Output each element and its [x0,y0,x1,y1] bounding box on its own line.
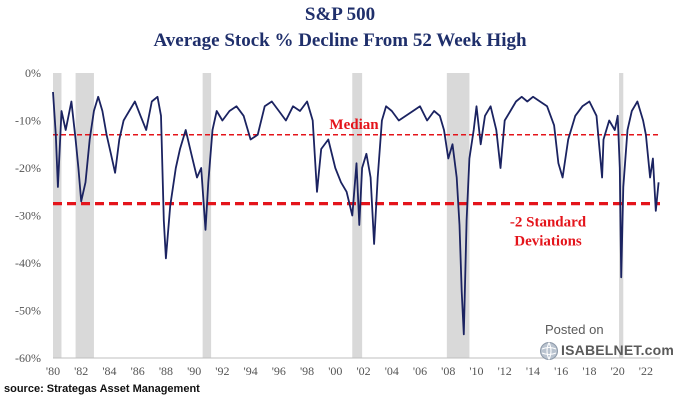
chart-subtitle: Average Stock % Decline From 52 Week Hig… [153,30,527,51]
globe-icon [540,342,558,360]
watermark-posted-text: Posted on [545,322,604,337]
x-tick-label: '20 [611,364,625,378]
x-tick-labels: '80 '82 '84 '86 '88 '90 '92 '94 '96 '98 '00 '02 '04 '… [46,364,653,378]
x-tick-label: '02 [356,364,370,378]
recession-band-1 [75,73,94,358]
annotations: Median -2 Standard Deviations [329,117,586,250]
y-tick-label: 0% [25,66,41,80]
x-tick-label: '88 [159,364,173,378]
x-tick-label: '82 [74,364,88,378]
x-tick-label: '14 [526,364,540,378]
x-tick-label: '92 [215,364,229,378]
source-note: source: Strategas Asset Management [4,383,200,395]
x-tick-label: '94 [244,364,258,378]
y-tick-labels: 0% -10% -20% -30% -40% -50% -60% [15,66,41,365]
median-label: Median [329,117,379,133]
series-layer [52,91,660,336]
y-tick-label: -60% [15,351,41,365]
x-tick-label: '08 [441,364,455,378]
y-tick-label: -40% [15,256,41,270]
recession-band-0 [53,73,62,358]
x-tick-label: '22 [639,364,653,378]
chart-title: S&P 500 [304,4,376,25]
x-tick-label: '86 [131,364,145,378]
reference-lines [53,133,660,206]
x-tick-label: '16 [554,364,568,378]
watermark-site: ISABELNET.com [561,342,675,358]
y-tick-label: -20% [15,161,41,175]
recession-band-3 [352,73,363,358]
x-tick-label: '06 [413,364,427,378]
x-tick-label: '98 [300,364,314,378]
x-tick-label: '18 [582,364,596,378]
std-deviation-label-line1: -2 Standard [510,215,587,231]
x-tick-label: '00 [328,364,342,378]
y-tick-label: -10% [15,114,41,128]
std-deviation-label-line2: Deviations [514,234,582,250]
x-tick-label: '96 [272,364,286,378]
x-tick-label: '84 [102,364,116,378]
y-tick-label: -50% [15,304,41,318]
series-line-0 [52,91,660,336]
y-tick-label: -30% [15,209,41,223]
x-tick-label: '04 [385,364,399,378]
x-tick-label: '12 [498,364,512,378]
x-tick-label: '90 [187,364,201,378]
x-tick-label: '80 [46,364,60,378]
x-tick-label: '10 [469,364,483,378]
